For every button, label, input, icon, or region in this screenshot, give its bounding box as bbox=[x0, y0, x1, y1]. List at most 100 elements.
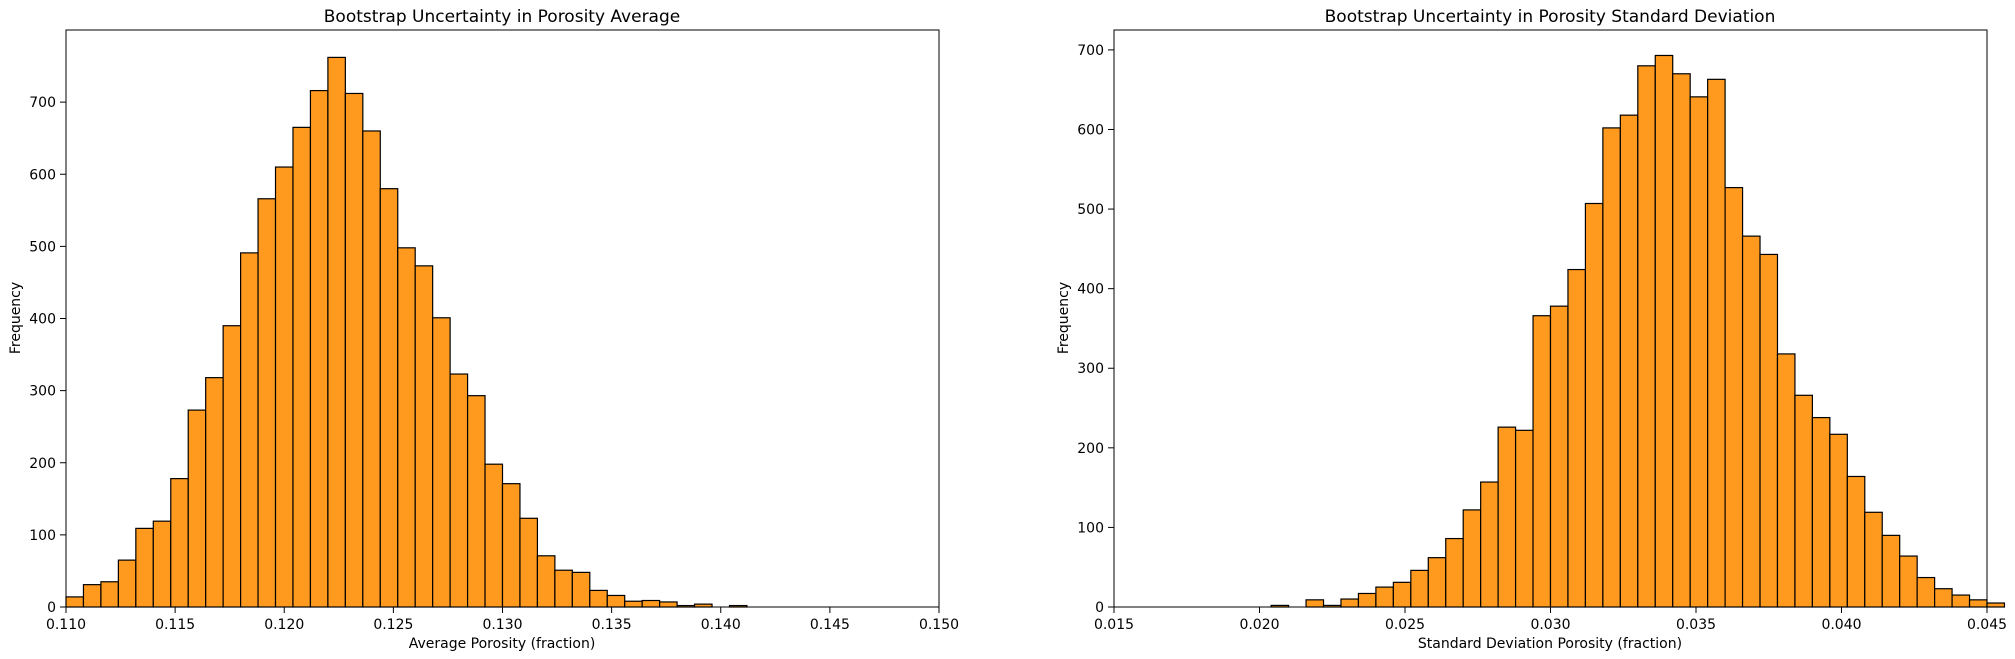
histogram-bar bbox=[1724, 186, 1744, 608]
bars-group bbox=[65, 56, 748, 608]
y-tick-label: 100 bbox=[29, 528, 56, 544]
x-tick-label: 0.035 bbox=[1676, 617, 1716, 633]
y-tick-label: 200 bbox=[29, 456, 56, 472]
histogram-bar bbox=[1637, 65, 1656, 608]
histogram-bar bbox=[362, 130, 381, 608]
histogram-bar bbox=[1514, 429, 1534, 608]
histogram-bar bbox=[1741, 235, 1761, 608]
y-axis-label: Frequency bbox=[1056, 282, 1072, 354]
histogram-bar bbox=[1672, 73, 1691, 608]
histogram-bar bbox=[344, 92, 364, 608]
y-tick-label: 100 bbox=[1077, 520, 1104, 536]
histogram-bar bbox=[1445, 537, 1464, 608]
histogram-bar bbox=[1776, 353, 1796, 608]
histogram-bar bbox=[82, 584, 102, 608]
histogram-bar bbox=[1480, 481, 1499, 608]
x-tick-label: 0.040 bbox=[1821, 617, 1861, 633]
histogram-bar bbox=[501, 483, 521, 608]
y-tick-label: 400 bbox=[1077, 282, 1104, 298]
x-tick-label: 0.145 bbox=[810, 617, 850, 633]
x-axis-label: Standard Deviation Porosity (fraction) bbox=[1418, 636, 1682, 652]
y-tick-label: 600 bbox=[1077, 122, 1104, 138]
histogram-bar bbox=[1410, 569, 1429, 608]
histogram-bar bbox=[1392, 581, 1412, 608]
histogram-bar bbox=[1916, 576, 1936, 608]
y-tick-label: 700 bbox=[1077, 43, 1104, 59]
histogram-bar bbox=[1864, 511, 1883, 608]
histogram-bar bbox=[1357, 592, 1377, 608]
histogram-bar bbox=[65, 596, 85, 608]
x-tick-label: 0.125 bbox=[373, 617, 413, 633]
histogram-bar bbox=[1759, 253, 1779, 608]
y-tick-label: 200 bbox=[1077, 441, 1104, 457]
histogram-bar bbox=[659, 601, 678, 608]
x-tick-label: 0.120 bbox=[264, 617, 304, 633]
x-axis-ticks: 0.110 0.115 0.120 0.125 0.130 0.135 0.140 0.145… bbox=[46, 607, 959, 633]
histogram-bar bbox=[1340, 598, 1360, 608]
x-tick-label: 0.130 bbox=[482, 617, 522, 633]
y-tick-label: 0 bbox=[47, 600, 56, 616]
histogram-bar bbox=[1689, 96, 1709, 608]
histogram-bar bbox=[1951, 594, 1971, 608]
histogram-bar bbox=[1934, 588, 1953, 608]
y-axis-ticks: 0 100 200 300 400 500 600 700 bbox=[1077, 43, 1114, 616]
histogram-bar bbox=[1375, 586, 1394, 608]
x-tick-label: 0.025 bbox=[1385, 617, 1425, 633]
y-tick-label: 500 bbox=[1077, 202, 1104, 218]
histogram-bar bbox=[205, 377, 224, 608]
histogram-bar bbox=[1899, 555, 1918, 608]
histogram-bar bbox=[449, 373, 469, 608]
x-tick-label: 0.115 bbox=[155, 617, 195, 633]
histogram-bar bbox=[100, 581, 119, 608]
histogram-bar bbox=[1968, 599, 1988, 608]
histogram-bar bbox=[327, 56, 346, 608]
histogram-bar bbox=[1427, 557, 1447, 608]
histogram-bar bbox=[414, 265, 434, 608]
histogram-bar bbox=[624, 600, 643, 608]
histogram-bar bbox=[397, 247, 416, 608]
x-tick-label: 0.110 bbox=[46, 617, 86, 633]
histogram-bar bbox=[554, 569, 573, 608]
chart-title: Bootstrap Uncertainty in Porosity Averag… bbox=[324, 7, 680, 27]
bars-group bbox=[1270, 54, 2006, 608]
histogram-bar bbox=[1794, 394, 1813, 608]
histogram-bar bbox=[1846, 475, 1866, 608]
histogram-bar bbox=[606, 594, 626, 608]
histogram-bar bbox=[1584, 202, 1604, 608]
histogram-bar bbox=[222, 325, 242, 608]
histogram-bar bbox=[1497, 426, 1517, 608]
x-tick-label: 0.015 bbox=[1094, 617, 1134, 633]
y-axis-label: Frequency bbox=[8, 282, 24, 354]
x-axis-label: Average Porosity (fraction) bbox=[409, 636, 596, 652]
x-tick-label: 0.150 bbox=[919, 617, 959, 633]
x-tick-label: 0.030 bbox=[1530, 617, 1570, 633]
histogram-bar bbox=[1532, 315, 1552, 608]
histogram-bar bbox=[152, 520, 172, 608]
histogram-bar bbox=[187, 409, 207, 608]
histogram-bar bbox=[484, 463, 504, 608]
y-tick-label: 400 bbox=[29, 312, 56, 328]
histogram-bar bbox=[117, 559, 137, 608]
x-tick-label: 0.135 bbox=[592, 617, 632, 633]
y-tick-label: 300 bbox=[1077, 361, 1104, 377]
histogram-bar bbox=[589, 589, 608, 608]
y-tick-label: 700 bbox=[29, 95, 56, 111]
histogram-bar bbox=[1549, 305, 1569, 608]
chart-porosity-average: Bootstrap Uncertainty in Porosity Averag… bbox=[8, 7, 959, 652]
histogram-bar bbox=[1707, 78, 1726, 608]
y-tick-label: 300 bbox=[29, 384, 56, 400]
x-tick-label: 0.020 bbox=[1239, 617, 1279, 633]
y-tick-label: 600 bbox=[29, 167, 56, 183]
histogram-bar bbox=[1619, 114, 1639, 608]
histogram-bar bbox=[1986, 602, 2006, 608]
histogram-bar bbox=[1811, 416, 1831, 608]
histogram-bar bbox=[309, 89, 329, 608]
histogram-bar bbox=[466, 395, 486, 608]
histogram-bar bbox=[641, 599, 661, 608]
histogram-bar bbox=[1462, 509, 1482, 608]
histogram-bar bbox=[170, 478, 189, 608]
histogram-bar bbox=[432, 317, 451, 608]
histogram-bar bbox=[240, 252, 259, 608]
histogram-bar bbox=[536, 555, 556, 608]
chart-title: Bootstrap Uncertainty in Porosity Standa… bbox=[1325, 7, 1776, 27]
